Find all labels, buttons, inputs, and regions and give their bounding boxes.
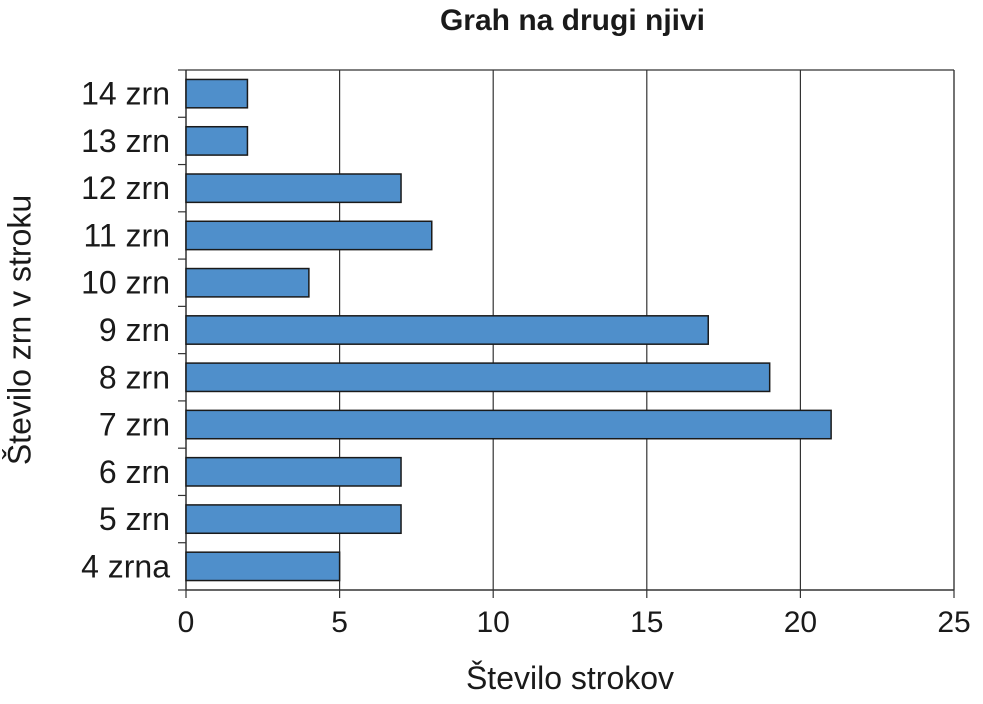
bar-5 (185, 315, 709, 345)
y-category-label-8: 12 zrn (81, 170, 170, 206)
bar-10 (185, 78, 249, 109)
y-category-label-0: 4 zrna (81, 548, 170, 584)
x-tick-label-1: 5 (331, 606, 348, 639)
bar-0 (185, 551, 341, 582)
y-category-label-5: 9 zrn (99, 312, 170, 348)
x-tick-label-5: 25 (937, 606, 970, 639)
y-category-label-7: 11 zrn (83, 217, 170, 253)
bar-8 (185, 173, 402, 204)
x-tick-label-4: 20 (784, 606, 817, 639)
y-category-label-3: 7 zrn (99, 407, 170, 443)
x-tick-label-0: 0 (178, 606, 195, 639)
chart-title: Grah na drugi njivi (439, 4, 706, 37)
bar-9 (185, 125, 249, 156)
bar-6 (185, 267, 310, 298)
bar-1 (185, 504, 402, 535)
bar-3 (185, 409, 832, 440)
y-category-label-4: 8 zrn (99, 359, 170, 395)
y-category-label-2: 6 zrn (99, 454, 170, 490)
bar-4 (185, 362, 771, 393)
y-category-label-1: 5 zrn (99, 501, 170, 537)
y-category-label-9: 13 zrn (81, 123, 170, 159)
x-axis-title: Število strokov (465, 660, 675, 696)
bar-2 (185, 456, 402, 487)
y-category-label-6: 10 zrn (81, 265, 170, 301)
x-tick-label-3: 15 (630, 606, 663, 639)
x-tick-label-2: 10 (477, 606, 510, 639)
bar-7 (185, 220, 433, 251)
y-category-label-10: 14 zrn (81, 76, 170, 112)
